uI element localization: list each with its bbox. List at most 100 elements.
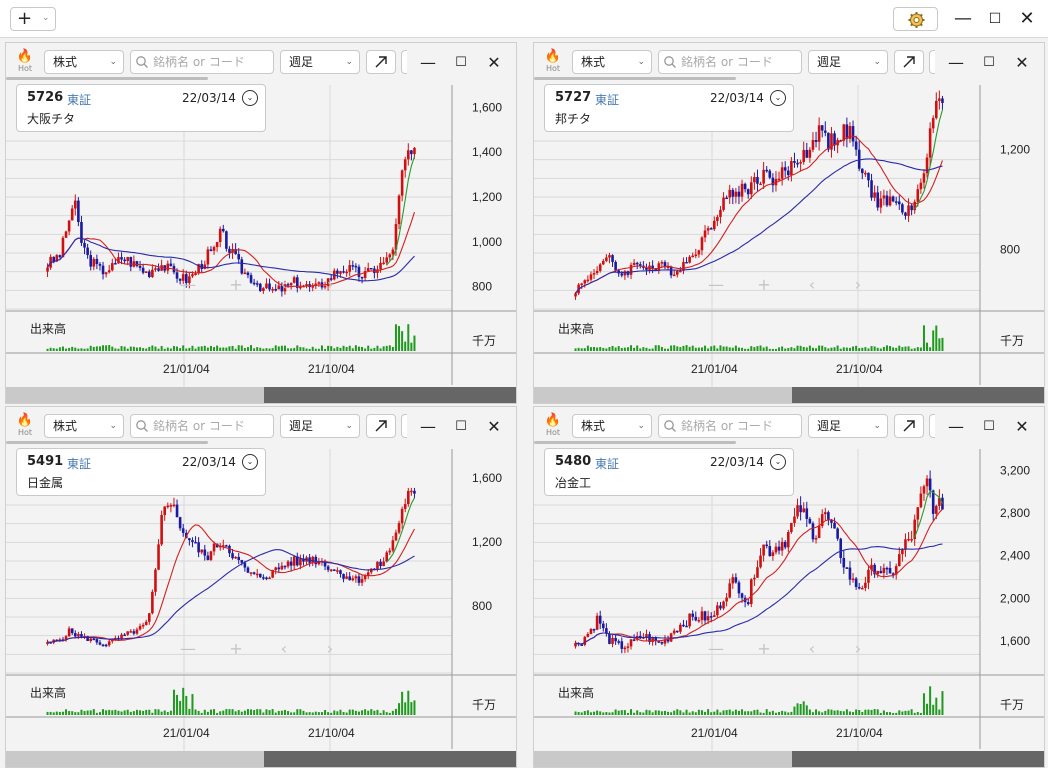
volume-bar xyxy=(89,345,92,351)
panel-close-button[interactable]: ✕ xyxy=(487,53,501,72)
zoom-out-button[interactable]: — xyxy=(708,639,724,658)
volume-bar xyxy=(277,346,280,351)
zoom-out-button[interactable]: — xyxy=(708,275,724,294)
zoom-in-button[interactable]: + xyxy=(229,639,243,658)
volume-bar xyxy=(599,347,602,351)
volume-bar xyxy=(120,711,123,715)
candle-body xyxy=(413,147,416,155)
panel-maximize-button[interactable]: ☐ xyxy=(455,419,467,434)
period-select[interactable]: 週足 ⌄ xyxy=(280,414,360,438)
expand-circle-icon[interactable]: ⌄ xyxy=(242,454,258,470)
candle-body xyxy=(623,647,627,650)
window-minimize-button[interactable]: — xyxy=(954,8,972,29)
volume-bar xyxy=(176,346,179,351)
type-select[interactable]: 株式 ⌄ xyxy=(44,414,124,438)
candle-body xyxy=(181,528,185,533)
hot-button[interactable]: 🔥 Hot xyxy=(14,50,36,76)
search-input[interactable]: 銘柄名 or コード xyxy=(658,414,802,438)
volume-bar xyxy=(734,345,737,351)
scroll-left-button[interactable]: ‹ xyxy=(808,275,816,294)
hot-button[interactable]: 🔥 Hot xyxy=(542,414,564,440)
settings-button[interactable] xyxy=(893,7,938,31)
more-button[interactable] xyxy=(401,50,407,74)
hot-button[interactable]: 🔥 Hot xyxy=(542,50,564,76)
panel-close-button[interactable]: ✕ xyxy=(487,417,501,436)
volume-bar xyxy=(135,347,138,351)
scroll-right-button[interactable]: › xyxy=(326,275,334,294)
zoom-in-button[interactable]: + xyxy=(229,275,243,294)
candle-body xyxy=(400,508,404,524)
open-external-button[interactable] xyxy=(366,50,396,74)
scroll-right-button[interactable]: › xyxy=(854,275,862,294)
window-close-button[interactable]: ✕ xyxy=(1019,8,1035,29)
scroll-right-button[interactable]: › xyxy=(326,639,334,658)
panel-maximize-button[interactable]: ☐ xyxy=(983,419,995,434)
type-select[interactable]: 株式 ⌄ xyxy=(572,50,652,74)
candle-body xyxy=(817,526,821,539)
candle-body xyxy=(632,639,636,641)
expand-circle-icon[interactable]: ⌄ xyxy=(242,90,258,106)
toolbar-scrollbar[interactable] xyxy=(534,77,736,80)
period-select[interactable]: 週足 ⌄ xyxy=(808,50,888,74)
expand-circle-icon[interactable]: ⌄ xyxy=(770,454,786,470)
flame-icon: 🔥 xyxy=(16,49,34,64)
more-button[interactable] xyxy=(929,50,935,74)
panel-close-button[interactable]: ✕ xyxy=(1015,53,1029,72)
scroll-left-button[interactable]: ‹ xyxy=(280,639,288,658)
add-panel-button[interactable]: + ⌄ xyxy=(10,7,56,31)
toolbar-scrollbar[interactable] xyxy=(6,441,208,444)
panel-minimize-button[interactable]: — xyxy=(420,53,436,72)
toolbar-scrollbar[interactable] xyxy=(6,77,208,80)
open-external-button[interactable] xyxy=(894,414,924,438)
panel-minimize-button[interactable]: — xyxy=(948,53,964,72)
scroll-right-button[interactable]: › xyxy=(854,639,862,658)
gear-icon xyxy=(908,12,925,28)
hot-button[interactable]: 🔥 Hot xyxy=(14,414,36,440)
panel-minimize-button[interactable]: — xyxy=(420,417,436,436)
panel-maximize-button[interactable]: ☐ xyxy=(983,55,995,70)
volume-bar xyxy=(935,697,938,715)
candle-body xyxy=(907,538,910,541)
more-button[interactable] xyxy=(401,414,407,438)
search-input[interactable]: 銘柄名 or コード xyxy=(130,50,274,74)
panel-minimize-button[interactable]: — xyxy=(948,417,964,436)
window-maximize-button[interactable]: ☐ xyxy=(988,11,1002,27)
candle-body xyxy=(830,519,833,523)
volume-bar xyxy=(651,712,654,715)
type-select[interactable]: 株式 ⌄ xyxy=(572,414,652,438)
zoom-in-button[interactable]: + xyxy=(757,639,771,658)
expand-circle-icon[interactable]: ⌄ xyxy=(770,90,786,106)
toolbar-scrollbar[interactable] xyxy=(534,441,736,444)
candle-body xyxy=(203,264,207,269)
scroll-left-button[interactable]: ‹ xyxy=(808,639,816,658)
volume-bar xyxy=(68,347,71,351)
zoom-out-button[interactable]: — xyxy=(180,639,196,658)
volume-bar xyxy=(753,347,756,351)
scroll-left-button[interactable]: ‹ xyxy=(280,275,288,294)
volume-bar xyxy=(194,348,197,351)
type-select[interactable]: 株式 ⌄ xyxy=(44,50,124,74)
panel-maximize-button[interactable]: ☐ xyxy=(455,55,467,70)
candle-body xyxy=(657,641,661,643)
search-input[interactable]: 銘柄名 or コード xyxy=(658,50,802,74)
period-select[interactable]: 週足 ⌄ xyxy=(280,50,360,74)
volume-bar xyxy=(617,346,620,351)
search-input[interactable]: 銘柄名 or コード xyxy=(130,414,274,438)
panel-close-button[interactable]: ✕ xyxy=(1015,417,1029,436)
zoom-in-button[interactable]: + xyxy=(757,275,771,294)
candle-body xyxy=(814,538,818,540)
period-select[interactable]: 週足 ⌄ xyxy=(808,414,888,438)
volume-bar xyxy=(771,348,774,351)
open-external-button[interactable] xyxy=(366,414,396,438)
more-button[interactable] xyxy=(929,414,935,438)
open-external-button[interactable] xyxy=(894,50,924,74)
volume-bar xyxy=(790,711,793,715)
candle-body xyxy=(382,561,385,567)
app-titlebar: + ⌄ — ☐ ✕ xyxy=(0,0,1048,38)
chevron-down-icon: ⌄ xyxy=(637,421,645,431)
zoom-out-button[interactable]: — xyxy=(180,275,196,294)
